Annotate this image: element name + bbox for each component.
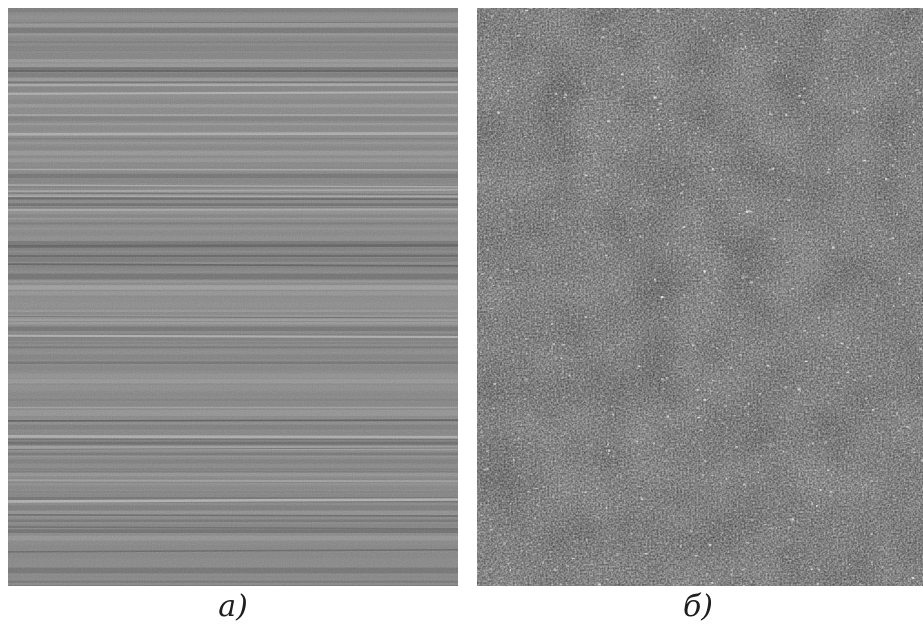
- granular-surface-photo: [477, 8, 923, 586]
- panel-a-caption: а): [218, 589, 248, 624]
- panel-b-caption: б): [682, 589, 713, 624]
- granular-surface-image: [477, 8, 923, 586]
- striated-surface-photo: [8, 8, 458, 586]
- striated-surface-image: [8, 8, 458, 586]
